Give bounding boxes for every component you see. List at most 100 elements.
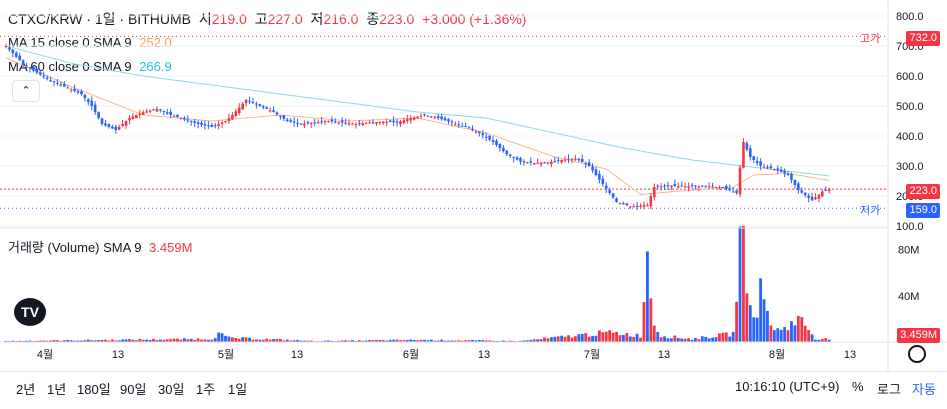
volume-bar (649, 298, 653, 342)
candle-body (237, 107, 241, 113)
candle-body (690, 185, 694, 187)
high-label: 고 (254, 11, 268, 27)
candle-body (635, 205, 639, 207)
price-tick-label: 300.0 (896, 161, 924, 173)
candle-body (28, 67, 32, 69)
volume-bar (642, 302, 646, 342)
range-30d-button[interactable]: 30일 (158, 382, 185, 397)
volume-bar (656, 332, 660, 342)
volume-bar (52, 340, 56, 342)
volume-bar (110, 339, 114, 342)
candle-body (656, 185, 659, 187)
range-1d-button[interactable]: 1일 (228, 382, 248, 397)
range-2y-button[interactable]: 2년 (16, 382, 36, 397)
candle-body (285, 119, 289, 121)
candle-body (124, 121, 128, 126)
volume-bar (107, 340, 111, 342)
volume-legend[interactable]: 거래량 (Volume) SMA 9 3.459M (8, 237, 192, 256)
candle-body (711, 186, 714, 188)
volume-bar (309, 340, 313, 342)
volume-bar (549, 337, 553, 342)
volume-bar (827, 339, 831, 342)
candle-body (18, 55, 22, 61)
candle-body (519, 158, 522, 162)
candle-body (738, 167, 742, 195)
gear-icon[interactable] (908, 345, 926, 363)
candle-body (543, 162, 546, 164)
candle-body (25, 65, 28, 67)
volume-bar (820, 339, 824, 342)
volume-bar (628, 336, 632, 342)
candle-body (162, 110, 166, 112)
volume-bar (251, 339, 255, 342)
candle-body (258, 104, 262, 106)
candle-body (464, 126, 467, 128)
volume-bar (752, 317, 756, 342)
candle-body (200, 122, 203, 125)
volume-bar (327, 340, 330, 342)
candle-body (718, 187, 721, 189)
volume-bar (632, 336, 636, 342)
volume-bar (450, 340, 454, 342)
auto-scale-button[interactable]: 자동 (912, 382, 936, 397)
candle-body (340, 120, 344, 123)
ma60-value: 266.9 (139, 59, 172, 74)
volume-bar (718, 333, 721, 342)
candle-body (347, 123, 351, 125)
volume-bar (206, 339, 210, 342)
volume-bar (200, 339, 203, 342)
range-1y-button[interactable]: 1년 (47, 382, 67, 397)
ma60-legend[interactable]: MA 60 close 0 SMA 9 266.9 (8, 59, 172, 74)
volume-bar (134, 340, 138, 342)
volume-bar (539, 339, 543, 342)
volume-bar (306, 340, 310, 342)
x-tick-label: 8월 (769, 348, 785, 361)
candle-body (515, 157, 519, 160)
range-90d-button[interactable]: 90일 (120, 382, 147, 397)
volume-bar (426, 340, 430, 342)
volume-bar (536, 339, 540, 342)
volume-bar (611, 332, 615, 342)
volume-bar (165, 339, 169, 342)
volume-bar (275, 339, 279, 342)
volume-bar (622, 335, 625, 342)
candle-body (457, 124, 461, 126)
volume-bar (553, 336, 557, 342)
price-chart[interactable]: 800.0700.0600.0500.0400.0300.0200.0100.0… (0, 0, 947, 372)
volume-bar (817, 339, 821, 342)
volume-bar (577, 334, 581, 342)
log-scale-button[interactable]: 로그 (877, 382, 901, 397)
candle-body (320, 121, 323, 123)
candle-body (385, 121, 389, 123)
volume-bar (158, 339, 162, 342)
volume-tick-label: 80M (898, 245, 919, 257)
candle-body (213, 125, 217, 127)
candle-body (59, 84, 63, 86)
volume-bar (230, 337, 234, 342)
price-tick-label: 800.0 (896, 11, 924, 23)
candle-body (471, 128, 474, 130)
volume-bar (618, 335, 622, 342)
range-180d-button[interactable]: 180일 (77, 382, 111, 397)
volume-bar (810, 334, 814, 342)
candle-body (642, 205, 646, 207)
volume-bar (169, 339, 173, 342)
tradingview-logo[interactable]: TV (14, 298, 46, 326)
range-1w-button[interactable]: 1주 (196, 382, 216, 397)
clock-timezone[interactable]: 10:16:10 (UTC+9) (735, 379, 840, 394)
volume-bar (488, 340, 492, 342)
volume-bar (340, 340, 344, 342)
candle-body (797, 183, 800, 190)
volume-bar (412, 339, 416, 342)
candle-body (21, 60, 25, 64)
percent-scale-button[interactable]: % (852, 379, 864, 394)
volume-bar (728, 336, 732, 342)
volume-bar (522, 340, 526, 342)
symbol-title[interactable]: CTXC/KRW · 1일 · BITHUMB (8, 11, 191, 27)
candle-body (450, 121, 454, 123)
volume-bar (560, 335, 564, 342)
volume-bar (471, 339, 474, 342)
low-price-tag: 159.0 (906, 203, 940, 218)
collapse-legend-button[interactable]: ⌃ (12, 80, 40, 102)
volume-bar (659, 337, 663, 342)
